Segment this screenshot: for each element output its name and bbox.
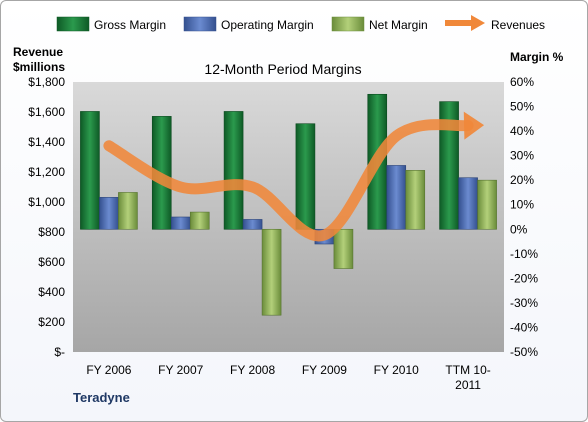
x-category-label: FY 2008: [230, 363, 275, 377]
legend: Gross Margin Operating Margin Net Margin…: [56, 15, 545, 32]
legend-swatch-revenues-arrowhead: [471, 15, 485, 31]
left-tick-label: $600: [38, 255, 65, 269]
bar-operating-margin: [99, 197, 119, 230]
bar-gross-margin: [223, 111, 244, 230]
left-tick-label: $1,200: [28, 165, 65, 179]
right-tick-label: 20%: [510, 173, 534, 187]
legend-swatch-net-margin: [331, 16, 365, 32]
legend-label-net-margin: Net Margin: [369, 18, 428, 32]
left-axis-ticks: $- $200 $400 $600 $800 $1,000 $1,200 $1,400 $1,6…: [28, 75, 65, 359]
left-tick-label: $-: [54, 345, 65, 359]
left-tick-label: $1,600: [28, 105, 65, 119]
left-tick-label: $200: [38, 315, 65, 329]
bar-net-margin: [118, 192, 138, 230]
bar-gross-margin: [439, 101, 459, 230]
x-category-label: FY 2009: [302, 363, 347, 377]
right-tick-label: 30%: [510, 149, 534, 163]
right-tick-label: 40%: [510, 124, 534, 138]
revenue-line: [103, 111, 485, 242]
right-tick-label: -20%: [510, 271, 538, 285]
bar-operating-margin: [458, 177, 478, 230]
legend-label-revenues: Revenues: [491, 18, 545, 32]
bar-operating-margin: [170, 216, 191, 230]
right-tick-label: 60%: [510, 75, 534, 89]
legend-label-operating-margin: Operating Margin: [221, 18, 314, 32]
x-axis-labels: FY 2006 FY 2007 FY 2008 FY 2009 FY 2010 TTM 1…: [86, 363, 490, 392]
left-tick-label: $1,000: [28, 195, 65, 209]
right-tick-label: 10%: [510, 198, 534, 212]
bar-net-margin: [189, 211, 210, 230]
right-tick-label: -40%: [510, 320, 538, 334]
legend-label-gross-margin: Gross Margin: [94, 18, 166, 32]
right-tick-label: 0%: [510, 222, 528, 236]
x-category-label: FY 2007: [158, 363, 203, 377]
left-tick-label: $400: [38, 285, 65, 299]
right-tick-label: 50%: [510, 100, 534, 114]
x-category-label: FY 2006: [86, 363, 131, 377]
chart-title: 12-Month Period Margins: [204, 61, 361, 77]
x-category-label: 2011: [455, 378, 481, 392]
right-axis-title: Margin %: [510, 50, 564, 64]
left-axis-title-line1: Revenue: [13, 45, 63, 59]
bar-net-margin: [333, 228, 354, 269]
left-tick-label: $1,400: [28, 135, 65, 149]
x-category-label: TTM 10-: [445, 363, 490, 377]
x-category-label: FY 2010: [374, 363, 419, 377]
right-tick-label: -50%: [510, 345, 538, 359]
right-tick-label: -10%: [510, 247, 538, 261]
legend-swatch-operating-margin: [183, 16, 217, 32]
bar-gross-margin: [80, 111, 100, 230]
bar-net-margin: [261, 228, 282, 316]
bar-net-margin: [405, 170, 426, 230]
left-axis-title-line2: $millions: [13, 60, 65, 74]
legend-swatch-gross-margin: [56, 16, 90, 32]
right-axis-ticks: -50% -40% -30% -20% -10% 0% 10% 20% 30% 40% 50% 60%: [510, 75, 538, 359]
left-tick-label: $1,800: [28, 75, 65, 89]
bar-operating-margin: [386, 165, 407, 230]
bar-gross-margin: [295, 123, 316, 230]
revenue-arrowhead: [463, 111, 485, 140]
right-tick-label: -30%: [510, 296, 538, 310]
company-name: Teradyne: [73, 390, 130, 405]
bar-net-margin: [477, 179, 497, 230]
bar-operating-margin: [242, 219, 263, 230]
left-tick-label: $800: [38, 225, 65, 239]
